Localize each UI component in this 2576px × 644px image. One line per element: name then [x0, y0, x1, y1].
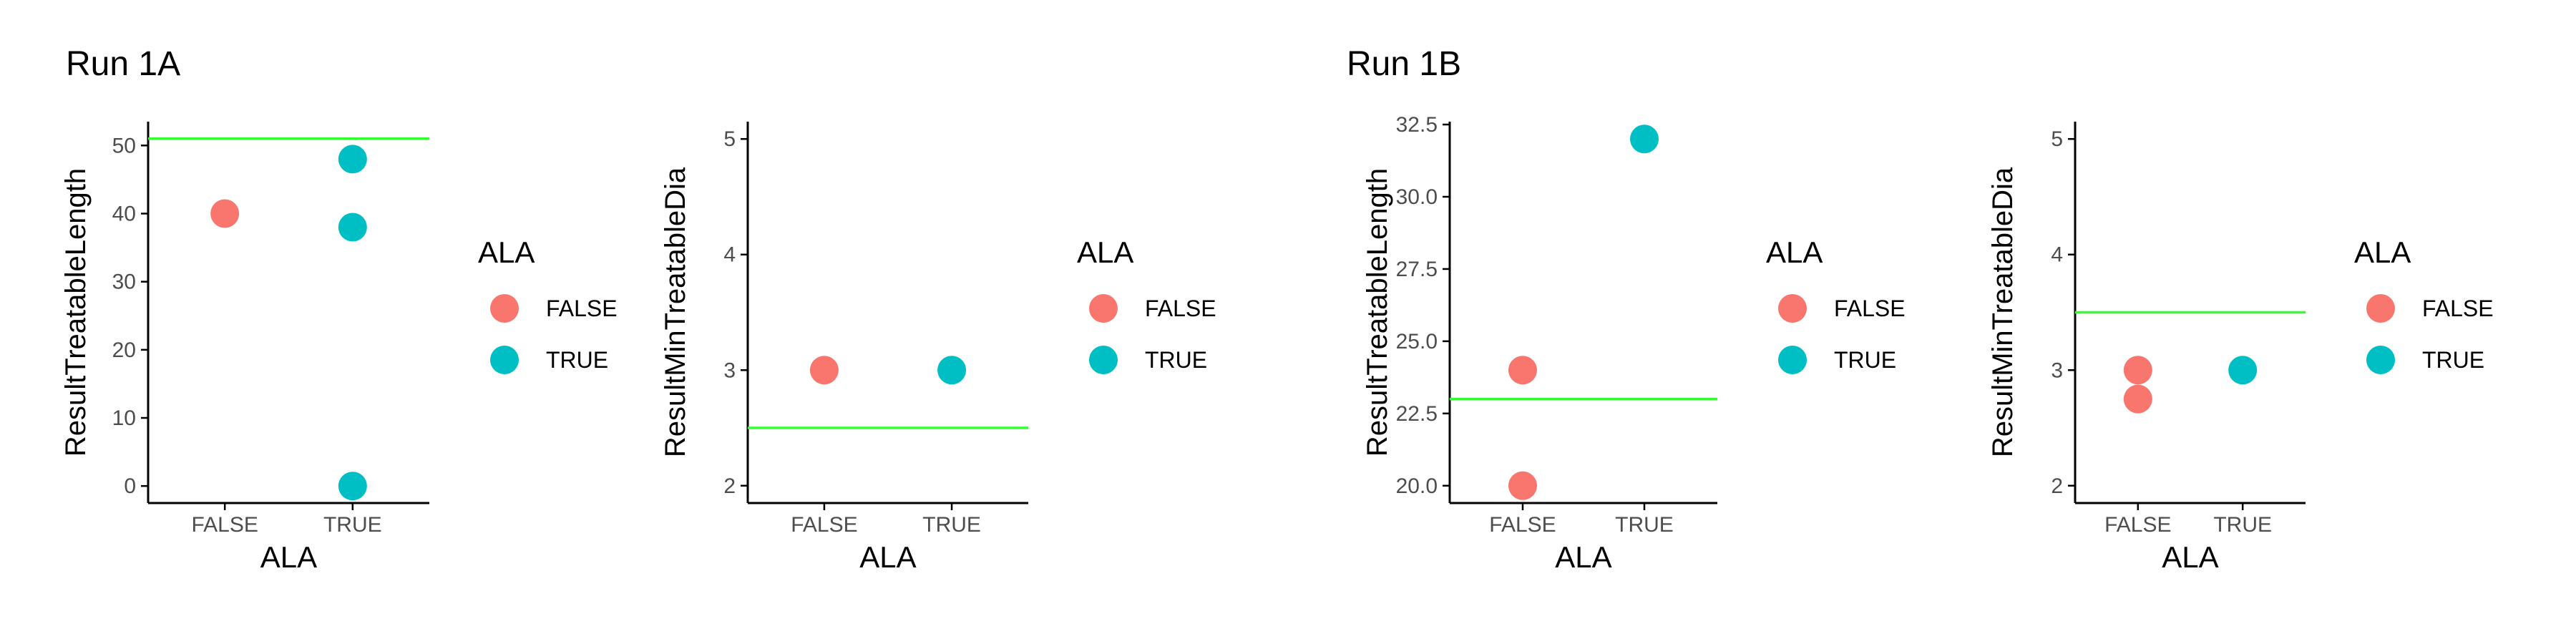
- y-tick-label: 20.0: [1396, 474, 1438, 498]
- legend-label-true: TRUE: [546, 347, 608, 373]
- legend-label-false: FALSE: [546, 296, 618, 321]
- legend-key-false: [1089, 294, 1118, 323]
- legend-title: ALA: [1766, 235, 1823, 269]
- legend-key-false: [490, 294, 519, 323]
- x-axis-title: ALA: [260, 540, 317, 574]
- title-run-1a: Run 1A: [66, 45, 180, 83]
- legend-label-false: FALSE: [2422, 296, 2494, 321]
- legend: ALA FALSE TRUE: [1077, 235, 1216, 374]
- legend-key-false: [2366, 294, 2395, 323]
- legend-title: ALA: [478, 235, 535, 269]
- legend-key-true: [1778, 346, 1807, 374]
- data-point-true: [1630, 125, 1659, 154]
- legend-label-true: TRUE: [1834, 347, 1896, 373]
- x-tick-label: TRUE: [2213, 513, 2272, 537]
- data-point-false: [1508, 356, 1537, 385]
- data-point-true: [937, 356, 967, 385]
- legend-label-true: TRUE: [1145, 347, 1207, 373]
- data-point-true: [338, 472, 367, 501]
- y-tick-label: 4: [723, 243, 736, 267]
- y-tick-label: 30: [112, 270, 136, 294]
- data-point-true: [338, 213, 367, 242]
- y-tick-label: 3: [2051, 358, 2063, 382]
- y-axis-title: ResultMinTreatableDia: [660, 167, 691, 457]
- legend-key-true: [490, 346, 519, 374]
- x-axis-title: ALA: [859, 540, 916, 574]
- legend: ALA FALSE TRUE: [1766, 235, 1906, 374]
- legend-key-false: [1778, 294, 1807, 323]
- legend-title: ALA: [2354, 235, 2411, 269]
- legend-label-false: FALSE: [1145, 296, 1216, 321]
- data-point-false: [210, 199, 240, 228]
- x-axis-title: ALA: [2162, 540, 2218, 574]
- title-run-1b: Run 1B: [1347, 45, 1461, 83]
- y-tick-label: 25.0: [1396, 330, 1438, 353]
- data-point-false: [2123, 356, 2152, 385]
- x-tick-label: TRUE: [922, 513, 981, 537]
- x-tick-label: FALSE: [191, 513, 258, 537]
- y-tick-label: 32.5: [1396, 113, 1438, 137]
- y-tick-label: 4: [2051, 243, 2063, 267]
- data-point-false: [809, 356, 839, 385]
- y-tick-label: 0: [124, 474, 136, 498]
- x-axis-title: ALA: [1555, 540, 1611, 574]
- legend-label-false: FALSE: [1834, 296, 1906, 321]
- legend-key-true: [2366, 346, 2395, 374]
- data-point-false: [2123, 384, 2152, 414]
- y-axis-title: ResultMinTreatableDia: [1987, 167, 2019, 457]
- x-tick-label: TRUE: [1615, 513, 1674, 537]
- x-tick-label: FALSE: [1489, 513, 1556, 537]
- y-tick-label: 2: [723, 474, 736, 498]
- x-tick-label: FALSE: [2104, 513, 2171, 537]
- data-point-true: [338, 145, 367, 174]
- plot-panel-4: 2 3 4 5 FALSE TRUE ALA ResultMinTreatableDia ALA…: [1987, 122, 2494, 574]
- legend: ALA FALSE TRUE: [2354, 235, 2494, 374]
- y-tick-label: 3: [723, 358, 736, 382]
- data-point-true: [2228, 356, 2258, 385]
- y-tick-label: 50: [112, 134, 136, 157]
- y-tick-label: 27.5: [1396, 258, 1438, 281]
- legend: ALA FALSE TRUE: [478, 235, 618, 374]
- y-tick-label: 10: [112, 406, 136, 430]
- y-tick-label: 5: [723, 127, 736, 151]
- legend-title: ALA: [1077, 235, 1133, 269]
- y-tick-label: 22.5: [1396, 402, 1438, 426]
- legend-key-true: [1089, 346, 1118, 374]
- data-point-false: [1508, 471, 1537, 500]
- y-axis-title: ResultTreatableLength: [1362, 168, 1393, 457]
- y-tick-label: 5: [2051, 127, 2063, 151]
- x-tick-label: TRUE: [323, 513, 382, 537]
- y-tick-label: 30.0: [1396, 185, 1438, 209]
- y-tick-label: 20: [112, 338, 136, 362]
- x-tick-label: FALSE: [791, 513, 857, 537]
- y-tick-label: 2: [2051, 474, 2063, 498]
- legend-label-true: TRUE: [2422, 347, 2484, 373]
- y-axis-title: ResultTreatableLength: [60, 168, 92, 457]
- y-tick-label: 40: [112, 202, 136, 225]
